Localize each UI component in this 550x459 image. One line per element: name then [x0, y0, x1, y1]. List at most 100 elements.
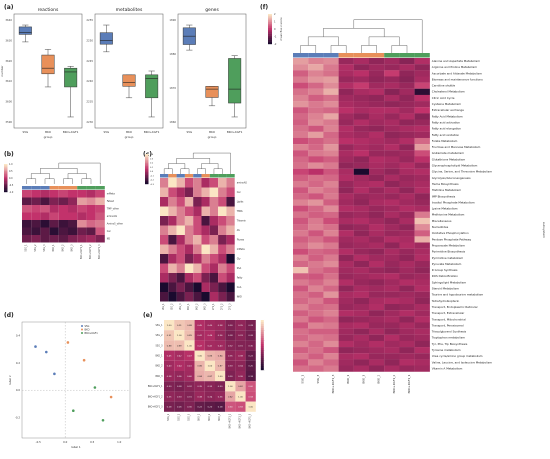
- correlation-cell: [225, 391, 236, 402]
- correlation-value: 1.00: [228, 386, 233, 388]
- group-color-strip: [338, 53, 354, 58]
- correlation-value: 0.87: [208, 376, 213, 378]
- x-tick-label: BKO+KGF1: [63, 130, 79, 134]
- column-label: BKO+KGF1_3: [98, 244, 101, 259]
- correlation-cell: [164, 340, 175, 351]
- heatmap-cell: [414, 230, 430, 237]
- heatmap-cell: [384, 119, 400, 126]
- correlation-value: 0.33: [208, 386, 213, 388]
- row-label: Glycerophospholipid Metabolism: [432, 164, 478, 168]
- heatmap-cell: [209, 187, 219, 197]
- heatmap-cell: [384, 365, 400, 372]
- heatmap-cell: [338, 267, 354, 274]
- correlation-value: 1.00: [248, 407, 253, 409]
- heatmap-cell: [226, 273, 235, 283]
- heatmap-cell: [399, 58, 415, 65]
- heatmap-cell: [308, 174, 324, 182]
- group-color-strip: [399, 53, 415, 58]
- heatmap-cell: [308, 107, 324, 114]
- heatmap-cell: [218, 273, 227, 283]
- heatmap-cell: [353, 168, 370, 175]
- correlation-value: 0.31: [238, 345, 243, 347]
- heatmap-cell: [369, 230, 385, 237]
- heatmap-cell: [86, 197, 96, 205]
- heatmap-cell: [176, 273, 185, 283]
- box-BKO+KGF1: [64, 67, 78, 88]
- colorbar-segment: [4, 182, 8, 184]
- heatmap-cell: [218, 235, 227, 245]
- panel-a-boxplots: reactions 3640 3630 3620 3610 3600 3590 number S…: [0, 7, 247, 139]
- correlation-value: 0.36: [177, 376, 182, 378]
- heatmap-cell: [414, 107, 430, 114]
- heatmap-cell: [338, 187, 354, 194]
- heatmap-cell: [353, 131, 370, 139]
- heatmap-cell: [176, 292, 185, 302]
- column-label: S5G_1: [167, 413, 170, 421]
- y-tick-label: 3620: [5, 59, 12, 63]
- correlation-value: 0.30: [228, 376, 233, 378]
- row-label: Inositol Phosphate Metabolism: [432, 200, 475, 204]
- correlation-value: 0.40: [218, 345, 223, 347]
- heatmap-cell: [384, 70, 400, 77]
- heatmap-cell: [369, 193, 385, 200]
- column-label: BKO+KGF1_3: [229, 303, 232, 310]
- heatmap-cell: [414, 137, 430, 145]
- heatmap-cell: [209, 197, 219, 207]
- heatmap-cell: [338, 101, 354, 108]
- correlation-value: 0.38: [238, 356, 243, 358]
- heatmap-cell: [68, 227, 78, 235]
- heatmap-cell: [86, 235, 96, 243]
- heatmap-cell: [353, 199, 370, 206]
- colorbar-segment: [260, 350, 264, 353]
- colorbar-tick: -0.1: [150, 175, 155, 177]
- heatmap-cell: [323, 181, 339, 188]
- heatmap-cell: [353, 328, 370, 335]
- correlation-value: 0.87: [218, 366, 223, 368]
- row-label: BKO_1: [155, 355, 163, 358]
- heatmap-cell: [369, 181, 385, 188]
- heatmap-cell: [308, 328, 324, 335]
- heatmap-cell: [369, 131, 385, 139]
- x-tick-label: S5G: [186, 130, 192, 134]
- heatmap-cell: [58, 227, 68, 235]
- correlation-cell: [225, 381, 236, 392]
- heatmap-cell: [184, 225, 194, 235]
- heatmap-cell: [176, 187, 185, 197]
- colorbar-segment: [260, 364, 264, 367]
- heatmap-cell: [323, 144, 339, 151]
- colorbar-tick: -0.5: [9, 184, 14, 187]
- heatmap-cell: [323, 260, 339, 268]
- heatmap-cell: [399, 224, 415, 231]
- colorbar-segment: [268, 23, 272, 25]
- colorbar-segment: [260, 330, 264, 333]
- column-label: S5G_3: [188, 413, 191, 421]
- box-S5G: [18, 26, 32, 35]
- row-label: BKO+KGF1_3: [148, 406, 163, 409]
- panel-label-d: (d): [4, 312, 14, 319]
- heatmap-cell: [399, 254, 415, 262]
- heatmap-cell: [308, 347, 324, 354]
- heatmap-cell: [218, 178, 227, 188]
- colorbar-tick: 2: [274, 13, 276, 16]
- heatmap-cell: [308, 76, 324, 83]
- heatmap-cell: [218, 225, 227, 235]
- dendrogram-branch: [180, 168, 190, 174]
- heatmap-cell: [40, 197, 50, 205]
- heatmap-cell: [168, 197, 177, 207]
- heatmap-cell: [369, 211, 385, 218]
- colorbar-segment: [260, 340, 264, 343]
- heatmap-cell: [308, 193, 324, 200]
- heatmap-cell: [209, 244, 219, 254]
- heatmap-cell: [308, 279, 324, 286]
- heatmap-cell: [168, 254, 177, 264]
- colorbar-segment: [268, 41, 272, 43]
- heatmap-cell: [384, 224, 400, 231]
- heatmap-cell: [323, 328, 339, 335]
- heatmap-cell: [323, 70, 339, 77]
- heatmap-cell: [369, 248, 385, 255]
- heatmap-cell: [399, 230, 415, 237]
- heatmap-cell: [384, 267, 400, 274]
- column-label: BKO+KGF1_2: [239, 413, 242, 428]
- heatmap-cell: [184, 282, 194, 292]
- heatmap-cell: [369, 359, 385, 366]
